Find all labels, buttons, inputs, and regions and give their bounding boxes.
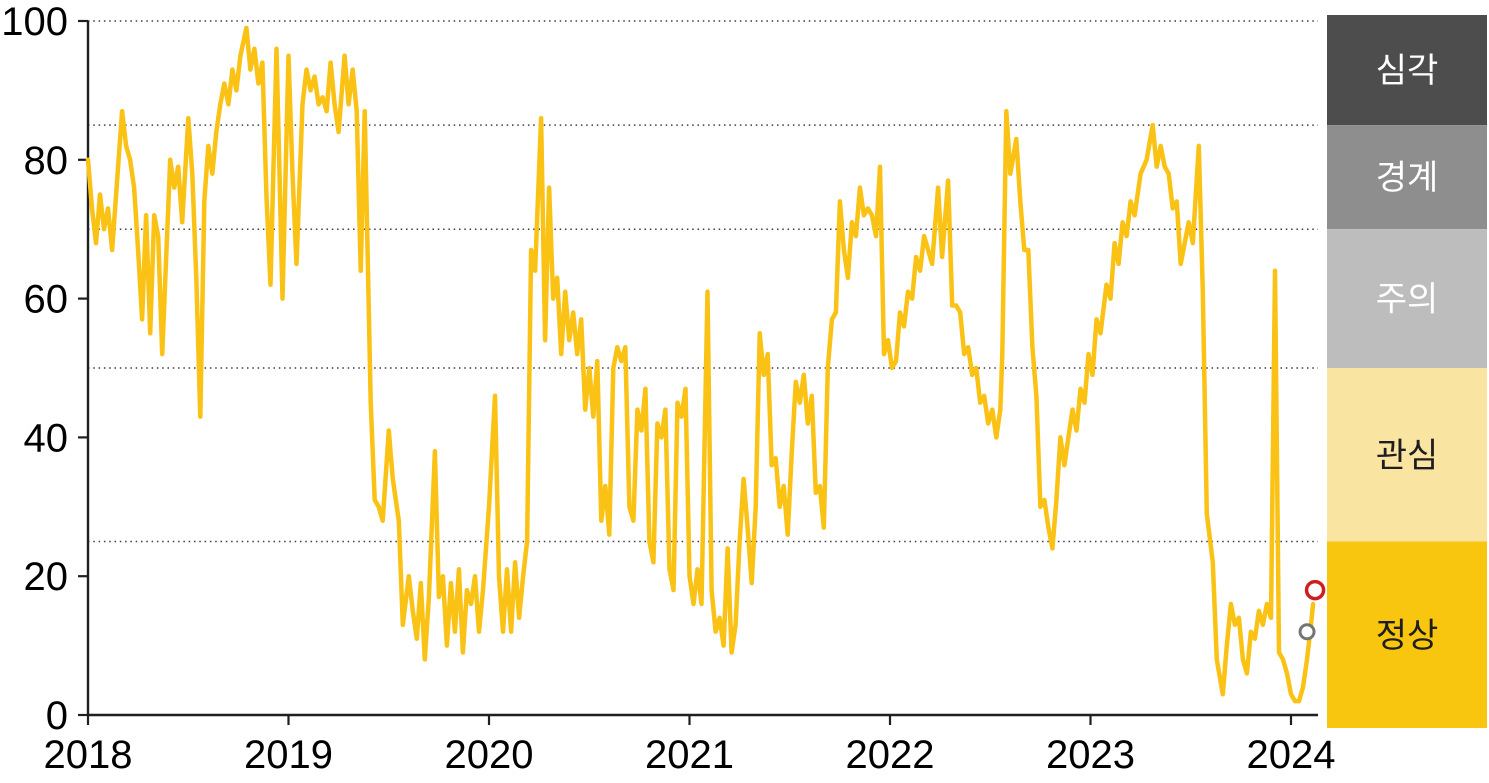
y-axis-tick-label: 40 bbox=[24, 416, 69, 460]
x-axis-tick-label: 2023 bbox=[1046, 733, 1135, 777]
risk-zone-label: 경계 bbox=[1376, 159, 1439, 197]
previous-point-marker bbox=[1298, 623, 1316, 641]
risk-zone-band-1 bbox=[1327, 15, 1487, 126]
risk-zone-label: 정상 bbox=[1376, 617, 1439, 655]
y-axis-tick-label: 100 bbox=[1, 0, 68, 44]
risk-zone-band-4 bbox=[1327, 368, 1487, 542]
x-axis-tick-label: 2021 bbox=[645, 733, 734, 777]
y-axis-tick-label: 20 bbox=[24, 555, 69, 599]
x-axis-tick-label: 2024 bbox=[1247, 733, 1336, 777]
x-axis-tick-label: 2020 bbox=[445, 733, 534, 777]
x-axis-tick-label: 2022 bbox=[846, 733, 935, 777]
risk-zone-band-3 bbox=[1327, 229, 1487, 368]
risk-index-weekly-line bbox=[85, 25, 1316, 704]
risk-zone-label: 심각 bbox=[1376, 52, 1439, 90]
x-axis-tick-label: 2018 bbox=[44, 733, 133, 777]
y-axis-tick-label: 60 bbox=[24, 278, 69, 322]
latest-point-marker bbox=[1304, 579, 1326, 601]
x-axis-tick-label: 2019 bbox=[244, 733, 333, 777]
y-axis-tick-label: 80 bbox=[24, 139, 69, 183]
risk-zone-band-5 bbox=[1327, 541, 1487, 728]
risk-zone-label: 주의 bbox=[1376, 281, 1439, 319]
risk-zone-band-2 bbox=[1327, 125, 1487, 230]
y-axis-tick-label: 0 bbox=[46, 694, 68, 738]
risk-zone-label: 관심 bbox=[1376, 437, 1439, 475]
